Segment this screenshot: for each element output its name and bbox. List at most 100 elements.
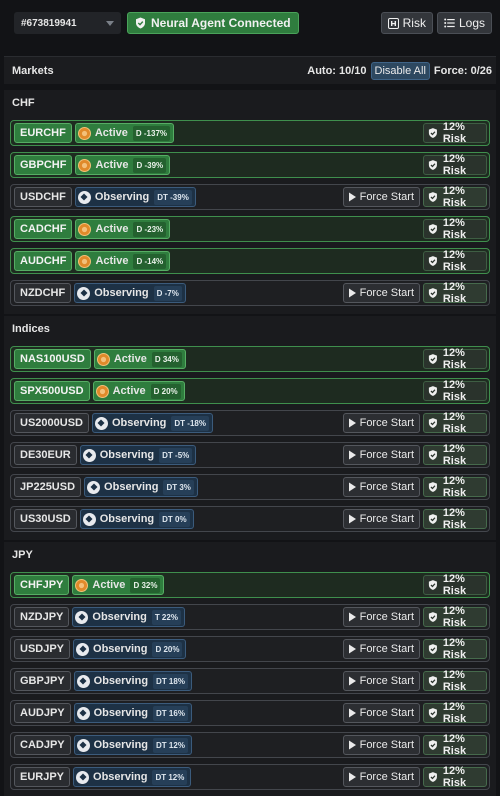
status-badge[interactable]: Observing DT 0%: [79, 509, 194, 529]
symbol-label[interactable]: SPX500USD: [14, 381, 90, 401]
symbol-label[interactable]: AUDJPY: [14, 703, 71, 723]
status-badge[interactable]: Observing D -7%: [74, 283, 186, 303]
force-start-button[interactable]: Force Start: [342, 735, 420, 755]
symbol-label[interactable]: USDCHF: [14, 187, 72, 207]
risk-button[interactable]: 12% Risk: [423, 411, 487, 435]
symbol-label[interactable]: GBPCHF: [14, 155, 73, 175]
play-icon: [348, 772, 356, 782]
force-start-button[interactable]: Force Start: [342, 445, 420, 465]
risk-label: 12% Risk: [442, 249, 467, 273]
force-start-button[interactable]: Force Start: [342, 413, 420, 433]
symbol-label[interactable]: NZDJPY: [14, 607, 70, 627]
status-text: Observing: [94, 191, 150, 203]
symbol-label[interactable]: DE30EUR: [14, 445, 77, 465]
force-start-button[interactable]: Force Start: [342, 767, 420, 787]
account-select[interactable]: #673819941: [14, 12, 121, 34]
play-icon: [348, 514, 356, 524]
force-start-button[interactable]: Force Start: [342, 671, 420, 691]
status-badge[interactable]: Observing DT -39%: [74, 187, 196, 207]
shield-check-icon: [428, 160, 437, 170]
risk-button[interactable]: 12% Risk: [423, 153, 487, 177]
list-icon: [444, 18, 455, 28]
symbol-label[interactable]: CADJPY: [14, 735, 71, 755]
status-badge[interactable]: Active D -14%: [75, 251, 171, 271]
disable-all-button[interactable]: Disable All: [370, 61, 430, 80]
risk-button[interactable]: 12% Risk: [423, 701, 487, 725]
symbol-label[interactable]: US30USD: [14, 509, 77, 529]
shield-check-icon: [428, 740, 437, 750]
status-badge[interactable]: Observing D 20%: [73, 639, 187, 659]
symbol-label[interactable]: CADCHF: [14, 219, 73, 239]
status-badge[interactable]: Observing DT 12%: [73, 767, 192, 787]
force-start-label: Force Start: [359, 611, 414, 623]
risk-label: 12% Risk: [442, 185, 467, 209]
risk-button[interactable]: 12% Risk: [423, 217, 487, 241]
trend-badge: DT -5%: [159, 447, 193, 463]
risk-button[interactable]: 12% Risk: [423, 507, 487, 531]
status-badge[interactable]: Active D -137%: [74, 123, 174, 143]
market-section-chf: CHF EURCHF Active D -137% 12% Risk GBPCHF Acti…: [4, 90, 496, 314]
risk-label: 12% Risk: [442, 217, 467, 241]
symbol-label[interactable]: JP225USD: [14, 477, 82, 497]
symbol-label[interactable]: AUDCHF: [14, 251, 73, 271]
status-badge[interactable]: Observing T 22%: [72, 607, 185, 627]
risk-button[interactable]: 12% Risk: [423, 347, 487, 371]
status-badge[interactable]: Active D 34%: [93, 349, 186, 369]
status-badge[interactable]: Observing DT -18%: [91, 413, 213, 433]
trend-badge: DT 18%: [153, 673, 188, 689]
risk-label: 12% Risk: [442, 765, 467, 789]
symbol-label[interactable]: USDJPY: [14, 639, 71, 659]
eye-icon: [79, 741, 87, 749]
force-start-button[interactable]: Force Start: [342, 639, 420, 659]
risk-label: 12% Risk: [442, 605, 467, 629]
symbol-label[interactable]: EURCHF: [14, 123, 72, 143]
risk-button[interactable]: 12% Risk: [423, 765, 487, 789]
risk-button[interactable]: 12% Risk: [423, 573, 487, 597]
symbol-label[interactable]: EURJPY: [14, 767, 71, 787]
status-badge[interactable]: Observing DT 16%: [73, 703, 192, 723]
shield-check-icon: [428, 386, 437, 396]
force-start-button[interactable]: Force Start: [342, 477, 420, 497]
status-badge[interactable]: Active D -23%: [75, 219, 171, 239]
status-text: Active: [113, 353, 147, 365]
risk-button[interactable]: 12% Risk: [423, 475, 487, 499]
force-start-button[interactable]: Force Start: [342, 283, 420, 303]
market-row: JP225USD Observing DT 3% Force Start 12% Ris…: [10, 474, 490, 500]
risk-button[interactable]: 12% Risk: [423, 733, 487, 757]
status-text: Active: [95, 255, 129, 267]
symbol-label[interactable]: NZDCHF: [14, 283, 72, 303]
status-badge[interactable]: Active D 20%: [92, 381, 185, 401]
risk-button[interactable]: 12% Risk: [423, 281, 487, 305]
shield-check-icon: [428, 450, 437, 460]
risk-button[interactable]: 12% Risk: [423, 185, 487, 209]
risk-button[interactable]: 12% Risk: [423, 637, 487, 661]
symbol-label[interactable]: CHFJPY: [14, 575, 70, 595]
symbol-label[interactable]: NAS100USD: [14, 349, 91, 369]
force-start-button[interactable]: Force Start: [342, 187, 420, 207]
status-badge[interactable]: Active D -39%: [75, 155, 171, 175]
risk-button[interactable]: Risk: [380, 12, 433, 34]
symbol-label[interactable]: GBPJPY: [14, 671, 71, 691]
status-text: Observing: [93, 707, 149, 719]
status-badge[interactable]: Observing DT 18%: [73, 671, 192, 691]
risk-button[interactable]: 12% Risk: [423, 669, 487, 693]
status-badge[interactable]: Active D 32%: [72, 575, 165, 595]
status-badge[interactable]: Observing DT -5%: [79, 445, 197, 465]
active-status-icon: [95, 384, 109, 398]
risk-button[interactable]: 12% Risk: [423, 379, 487, 403]
risk-button[interactable]: 12% Risk: [423, 121, 487, 145]
force-start-button[interactable]: Force Start: [342, 607, 420, 627]
force-start-label: Force Start: [359, 707, 414, 719]
play-icon: [348, 450, 356, 460]
symbol-label[interactable]: US2000USD: [14, 413, 89, 433]
risk-label: 12% Risk: [442, 121, 467, 145]
risk-button[interactable]: 12% Risk: [423, 605, 487, 629]
logs-button[interactable]: Logs: [436, 12, 492, 34]
play-icon: [348, 418, 356, 428]
status-badge[interactable]: Observing DT 3%: [84, 477, 198, 497]
risk-button[interactable]: 12% Risk: [423, 249, 487, 273]
force-start-button[interactable]: Force Start: [342, 509, 420, 529]
force-start-button[interactable]: Force Start: [342, 703, 420, 723]
risk-button[interactable]: 12% Risk: [423, 443, 487, 467]
status-badge[interactable]: Observing DT 12%: [73, 735, 192, 755]
